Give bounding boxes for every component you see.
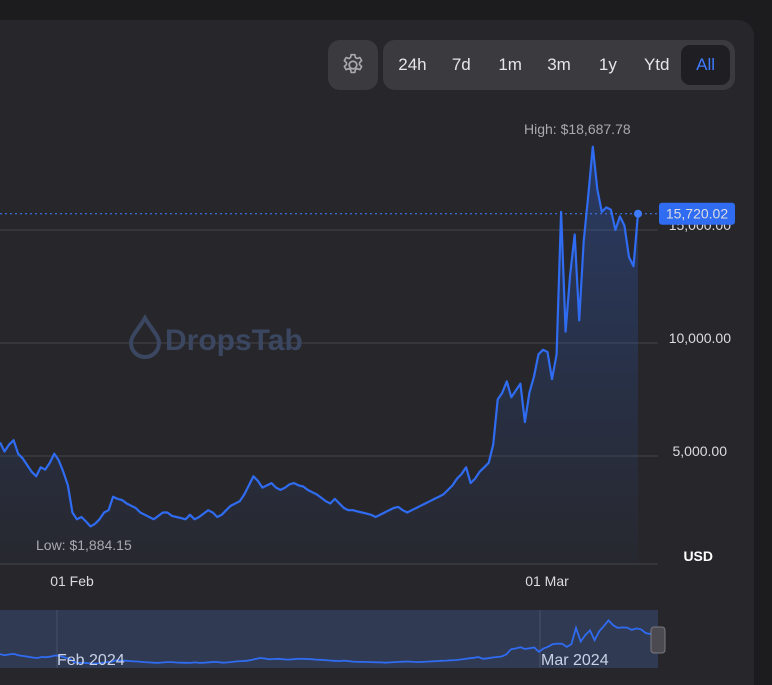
range-1y-button[interactable]: 1y [598, 55, 617, 74]
currency-label: USD [683, 548, 713, 564]
gear-icon [343, 53, 363, 74]
range-1m-button[interactable]: 1m [498, 55, 522, 74]
navigator-handle[interactable] [650, 626, 666, 654]
current-price-badge [659, 202, 735, 225]
navigator-line [0, 619, 656, 665]
y-tick-label: 10,000.00 [669, 330, 731, 346]
navigator-label: Feb 2024 [57, 652, 125, 669]
watermark-text: DropsTab [165, 324, 303, 357]
price-area [0, 146, 638, 564]
x-tick-label: 01 Mar [525, 573, 569, 589]
range-navigator[interactable]: Feb 2024 Mar 2024 [0, 610, 666, 669]
range-24h-button[interactable]: 24h [398, 55, 427, 74]
drop-logo-icon [128, 314, 162, 359]
range-all-button[interactable]: All [681, 45, 731, 85]
y-tick-label: 5,000.00 [673, 443, 728, 459]
range-ytd-button[interactable]: Ytd [643, 55, 670, 74]
time-range-selector: 24h 7d 1m 3m 1y Ytd All [383, 40, 735, 90]
navigator-selection[interactable] [0, 610, 658, 668]
price-line [0, 145, 640, 528]
low-label: Low: $1,884.15 [36, 537, 132, 553]
current-price-dot [634, 209, 642, 218]
high-label: High: $18,687.78 [524, 121, 631, 137]
current-price-label: 15,720.02 [666, 206, 728, 222]
navigator-label: Mar 2024 [541, 652, 609, 669]
chart-settings-button[interactable] [328, 40, 378, 90]
x-tick-label: 01 Feb [50, 573, 94, 589]
range-3m-button[interactable]: 3m [547, 55, 571, 74]
range-7d-button[interactable]: 7d [451, 55, 471, 74]
watermark: DropsTab [128, 314, 303, 359]
